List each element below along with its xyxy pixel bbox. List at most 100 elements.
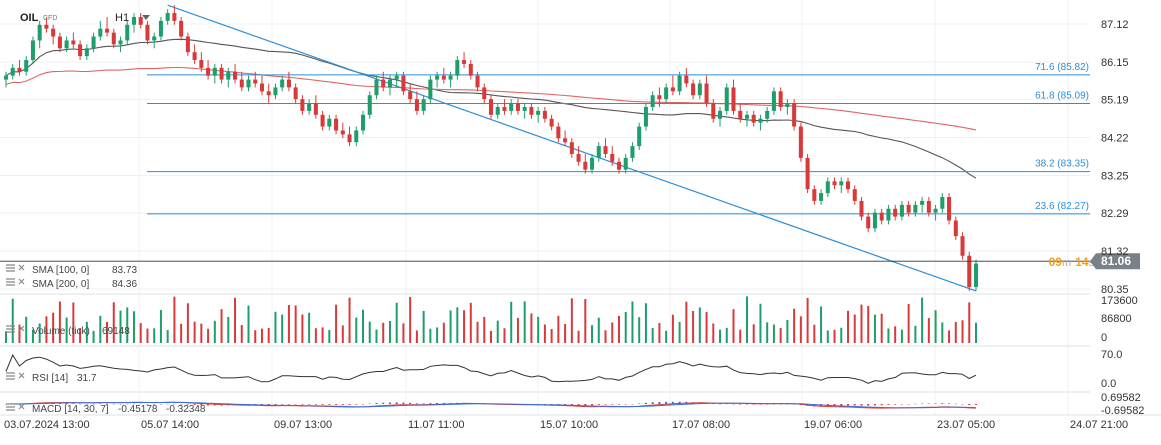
- macd-histogram-bar: [126, 403, 129, 405]
- volume-bar: [631, 301, 634, 343]
- volume-bar: [207, 328, 210, 343]
- timeframe-chevron-down-icon[interactable]: [142, 15, 150, 20]
- price-tick-label: 87.12: [1101, 19, 1129, 31]
- volume-bar: [483, 316, 486, 343]
- volume-bar: [341, 325, 344, 343]
- candle-body: [239, 79, 244, 88]
- volume-tick: 0: [1101, 332, 1107, 344]
- macd-histogram-bar: [887, 404, 890, 405]
- candle-body: [947, 197, 952, 221]
- volume-bar: [860, 304, 863, 343]
- volume-bar: [314, 328, 317, 343]
- volume-bar: [793, 308, 796, 343]
- macd-histogram-bar: [719, 403, 722, 405]
- candle-body: [179, 20, 184, 37]
- candle-body: [866, 216, 871, 229]
- sma100-menu-icon[interactable]: [6, 264, 15, 272]
- macd-value-2: -0.32348: [166, 404, 206, 415]
- macd-histogram-bar: [921, 403, 924, 404]
- price-axis[interactable]: 87.12 86.15 85.19 84.22 83.25 82.29 81.32 80.35: [1101, 19, 1129, 296]
- volume-bar: [725, 327, 728, 343]
- sma200-legend[interactable]: SMA [200, 0] 84.36: [6, 278, 137, 290]
- candle-body: [906, 204, 911, 213]
- volume-bar: [442, 322, 445, 343]
- candle-body: [300, 99, 305, 111]
- candle-body: [616, 161, 622, 170]
- sma100-value: 83.73: [112, 265, 137, 276]
- candle-body: [462, 60, 467, 64]
- candle-body: [637, 126, 642, 147]
- volume-bar: [685, 301, 688, 343]
- volume-bar: [921, 297, 924, 343]
- candle-body: [455, 60, 460, 76]
- sma200-value: 84.36: [112, 279, 137, 290]
- candle-body: [657, 95, 662, 100]
- candle-body: [738, 110, 743, 119]
- timeframe-label[interactable]: H1: [115, 12, 129, 24]
- sma200-line: [5, 66, 977, 131]
- sma100-close-icon[interactable]: [18, 264, 25, 271]
- candle-body: [839, 181, 844, 186]
- candle-body: [24, 60, 29, 72]
- macd-histogram-bar: [934, 403, 937, 404]
- price-tick-label: 81.32: [1101, 246, 1129, 258]
- time-tick-label: 17.07 08:00: [672, 419, 730, 431]
- macd-signal-line: [6, 401, 977, 409]
- volume-bar: [301, 314, 304, 343]
- candle-body: [872, 212, 877, 229]
- volume-bar: [644, 303, 647, 343]
- volume-legend[interactable]: Volume (tick) 69148: [6, 325, 130, 337]
- volume-menu-icon[interactable]: [6, 325, 15, 333]
- candle-body: [899, 204, 904, 217]
- volume-bar: [106, 321, 109, 343]
- macd-histogram-bar: [671, 401, 674, 404]
- volume-bar: [31, 329, 34, 343]
- volume-bar: [799, 316, 802, 343]
- candle-body: [758, 118, 763, 123]
- rsi-menu-icon[interactable]: [6, 372, 15, 380]
- candle-body: [448, 75, 453, 80]
- macd-menu-icon[interactable]: [6, 403, 15, 411]
- volume-bar: [537, 316, 540, 343]
- candle-body: [724, 87, 729, 111]
- sma100-legend[interactable]: SMA [100, 0] 83.73: [6, 264, 137, 276]
- volume-bar: [395, 302, 398, 343]
- volume-bar: [907, 303, 910, 343]
- candle-body: [340, 130, 345, 135]
- macd-close-icon[interactable]: [18, 403, 25, 410]
- candle-body: [185, 36, 190, 53]
- volume-bar: [779, 328, 782, 343]
- volume-bar: [382, 322, 385, 343]
- rsi-legend[interactable]: RSI [14] 31.7: [6, 372, 97, 384]
- volume-bar: [65, 317, 68, 343]
- macd-histogram-bar: [914, 403, 917, 405]
- volume-bar: [887, 328, 890, 343]
- volume-close-icon[interactable]: [18, 325, 25, 332]
- macd-histogram-bar: [954, 403, 957, 405]
- time-tick-label: 19.07 06:00: [804, 419, 862, 431]
- macd-histogram-bar: [577, 404, 580, 406]
- candle-body: [475, 75, 480, 88]
- macd-histogram-bar: [591, 404, 594, 406]
- macd-histogram-bar: [436, 402, 439, 404]
- macd-legend[interactable]: MACD [14, 30, 7] -0.45178 -0.32348: [6, 403, 206, 415]
- sma200-close-icon[interactable]: [18, 278, 25, 285]
- volume-bar: [503, 328, 506, 343]
- candle-body: [17, 67, 22, 72]
- volume-bar: [927, 318, 930, 343]
- macd-tick: -0.69582: [1101, 405, 1144, 417]
- candle-body: [967, 255, 972, 288]
- macd-histogram-bar: [355, 404, 358, 405]
- symbol-label[interactable]: OIL: [20, 12, 39, 24]
- sma200-menu-icon[interactable]: [6, 278, 15, 286]
- candle-body: [387, 79, 392, 88]
- macd-histogram-bar: [894, 404, 897, 405]
- rsi-close-icon[interactable]: [18, 372, 25, 379]
- candle-body: [219, 67, 224, 80]
- time-axis[interactable]: 03.07.2024 13:00 05.07 14:00 09.07 13:00 11…: [4, 419, 1128, 431]
- macd-histogram-bar: [833, 404, 836, 407]
- fibonacci-levels[interactable]: 71.6 (85.82) 61.8 (85.09) 38.2 (83.35) 23.6…: [147, 62, 1090, 215]
- volume-bar: [240, 325, 243, 343]
- macd-histogram-bar: [631, 404, 634, 405]
